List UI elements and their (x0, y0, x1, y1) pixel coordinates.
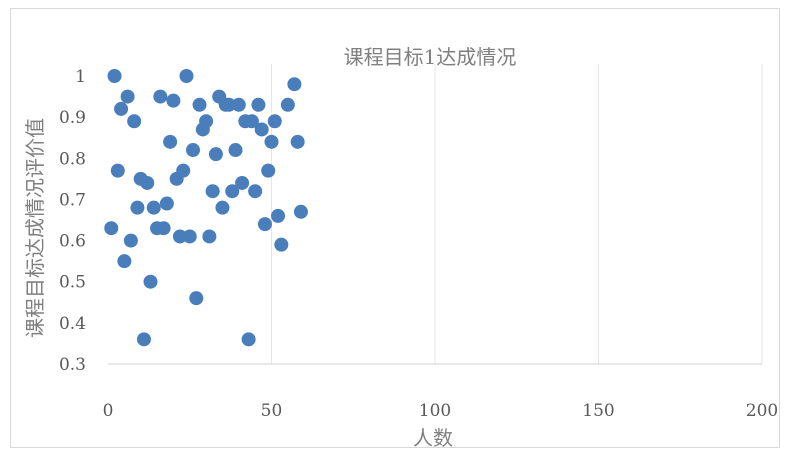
data-point (228, 143, 243, 158)
x-tick-label: 200 (746, 401, 778, 421)
data-points (104, 69, 308, 347)
data-point (205, 184, 220, 199)
x-tick-label: 150 (582, 401, 614, 421)
y-tick-label: 0.9 (59, 108, 86, 128)
data-point (189, 291, 204, 306)
data-point (244, 114, 259, 129)
data-point (114, 101, 129, 116)
x-tick-labels: 0 50 100 150 200 (103, 401, 779, 421)
data-point (176, 163, 191, 178)
data-point (290, 134, 305, 149)
data-point (143, 274, 158, 289)
data-point (225, 184, 240, 199)
data-point (235, 175, 250, 190)
y-tick-label: 0.3 (59, 355, 86, 375)
data-point (267, 114, 282, 129)
x-tick-label: 50 (261, 401, 283, 421)
y-tick-label: 1 (75, 67, 86, 87)
data-point (221, 97, 236, 112)
y-tick-labels: 0.3 0.4 0.5 0.6 0.7 0.8 0.9 1 (59, 67, 86, 375)
data-point (231, 97, 246, 112)
data-point (120, 89, 135, 104)
data-point (163, 134, 178, 149)
y-tick-label: 0.6 (59, 232, 86, 252)
data-point (140, 175, 155, 190)
data-point (287, 77, 302, 92)
data-point (192, 97, 207, 112)
y-tick-label: 0.5 (59, 273, 86, 293)
data-point (293, 204, 308, 219)
data-point (182, 229, 197, 244)
data-point (186, 143, 201, 158)
data-point (208, 147, 223, 162)
data-point (274, 237, 289, 252)
data-point (248, 184, 263, 199)
data-point (127, 114, 142, 129)
y-axis-title: 课程目标达成情况评价值 (23, 118, 47, 338)
data-point (179, 69, 194, 83)
data-point (117, 254, 132, 269)
data-point (123, 233, 138, 248)
data-point (172, 229, 187, 244)
data-point (202, 229, 217, 244)
chart-title: 课程目标1达成情况 (344, 45, 517, 69)
y-tick-label: 0.4 (59, 314, 86, 334)
y-tick-label: 0.8 (59, 149, 86, 169)
x-axis-title: 人数 (413, 426, 453, 450)
x-tick-label: 0 (103, 401, 114, 421)
data-point (271, 208, 286, 223)
data-point (257, 217, 272, 232)
data-point (199, 114, 214, 129)
data-point (110, 163, 125, 178)
y-tick-label: 0.7 (59, 190, 86, 210)
data-point (264, 134, 279, 149)
data-point (159, 196, 174, 211)
data-point (241, 332, 256, 347)
data-point (153, 89, 168, 104)
data-point (261, 163, 276, 178)
data-point (104, 221, 119, 236)
x-tick-label: 100 (419, 401, 451, 421)
data-point (166, 93, 181, 108)
data-point (107, 69, 122, 83)
data-point (146, 200, 161, 215)
data-point (251, 97, 266, 112)
data-point (280, 97, 295, 112)
data-point (254, 122, 269, 137)
data-point (136, 332, 151, 347)
data-point (130, 200, 145, 215)
grid-lines (271, 64, 763, 364)
data-point (156, 221, 171, 236)
chart-frame (10, 8, 780, 448)
data-point (215, 200, 230, 215)
